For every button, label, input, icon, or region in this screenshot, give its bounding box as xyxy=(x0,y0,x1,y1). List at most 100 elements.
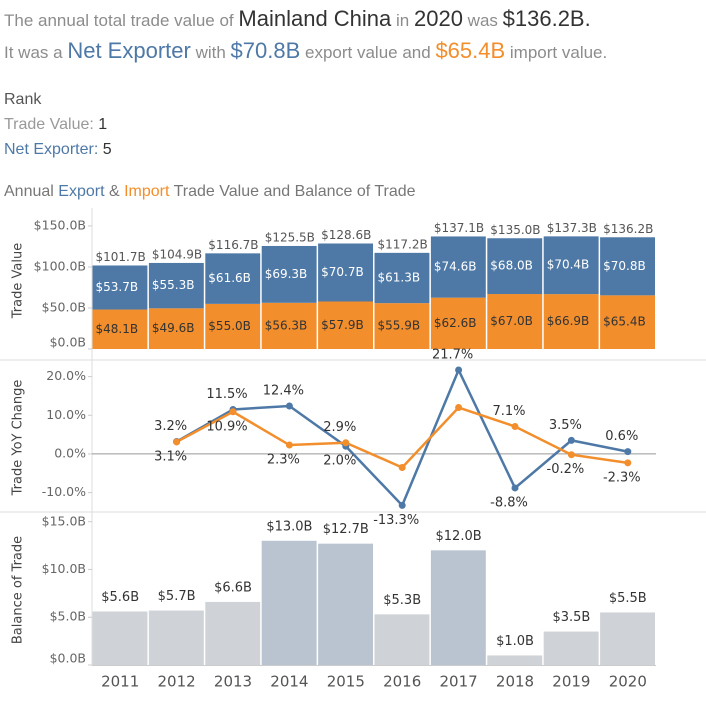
x-tick-label: 2020 xyxy=(609,673,647,691)
x-tick-label: 2017 xyxy=(440,673,478,691)
y-tick-label: $150.0B xyxy=(34,217,86,232)
bar-segment xyxy=(205,303,261,349)
total-label: $125.5B xyxy=(265,230,315,244)
value-label: $3.5B xyxy=(552,610,590,625)
text: Annual xyxy=(4,183,54,200)
bar-segment xyxy=(600,237,655,296)
point xyxy=(511,422,519,430)
text: The annual total trade value of xyxy=(4,11,234,30)
value-label: $56.3B xyxy=(265,318,308,332)
point xyxy=(229,408,237,416)
text: in xyxy=(396,11,410,30)
y-tick-label: $100.0B xyxy=(34,258,86,273)
legend-export: Export xyxy=(58,183,105,200)
total-label: $135.0B xyxy=(490,223,540,237)
value-label: $49.6B xyxy=(152,321,195,335)
bar-segment xyxy=(487,238,543,295)
bar-segment xyxy=(205,253,261,304)
legend-import: Import xyxy=(124,183,170,200)
bar xyxy=(92,611,148,665)
y-tick-label: $15.0B xyxy=(42,514,86,529)
value-label: $67.0B xyxy=(490,314,533,328)
value-label: $69.3B xyxy=(265,267,308,281)
x-tick-label: 2013 xyxy=(214,673,252,691)
bar-segment xyxy=(430,236,486,298)
value-label: $70.4B xyxy=(547,258,590,272)
bar xyxy=(487,655,543,665)
rank-label: Net Exporter: xyxy=(4,141,99,158)
bar-segment xyxy=(487,294,543,349)
value-label: $5.6B xyxy=(101,590,139,605)
x-tick-label: 2016 xyxy=(383,673,421,691)
rank-title: Rank xyxy=(4,91,42,108)
total-label: $117.2B xyxy=(378,237,428,251)
status: Net Exporter xyxy=(67,38,191,63)
value-label: $6.6B xyxy=(214,580,252,595)
point xyxy=(342,439,350,447)
value-label: $66.9B xyxy=(547,314,590,328)
rank-label: Trade Value: xyxy=(4,116,94,133)
point xyxy=(173,438,181,446)
value-label: $12.7B xyxy=(323,522,369,537)
value-label: $5.3B xyxy=(383,593,421,608)
rank-value: 1 xyxy=(98,116,108,133)
text: was xyxy=(467,11,498,30)
value-label: 0.6% xyxy=(605,429,638,444)
value-label: 7.1% xyxy=(492,404,525,419)
rank-value: 5 xyxy=(102,141,112,158)
value-label: $57.9B xyxy=(321,318,364,332)
bar-segment xyxy=(318,243,373,302)
bar-segment xyxy=(600,295,655,349)
y-tick-label: $0.0B xyxy=(50,335,86,350)
value-label: $62.6B xyxy=(434,316,477,330)
value-label: $12.0B xyxy=(436,529,482,544)
bar-segment xyxy=(543,236,599,295)
total-label: $137.1B xyxy=(434,221,484,235)
axis-title: Trade Value xyxy=(11,243,26,319)
bar xyxy=(430,550,486,665)
value-label: $55.3B xyxy=(152,278,195,292)
bar-segment xyxy=(261,302,317,349)
bar xyxy=(543,631,599,665)
value-label: 2.0% xyxy=(323,454,356,469)
axis-title: Balance of Trade xyxy=(11,536,26,644)
value-label: $61.3B xyxy=(378,270,421,284)
region: Mainland China xyxy=(238,6,392,31)
value-label: $1.0B xyxy=(496,634,534,649)
point xyxy=(567,451,575,459)
bar xyxy=(374,614,430,665)
value-label: $55.9B xyxy=(378,319,421,333)
y-tick-label: 10.0% xyxy=(46,407,86,422)
value-label: -8.8% xyxy=(490,495,528,510)
value-label: 11.5% xyxy=(206,387,247,402)
headline: The annual total trade value of Mainland… xyxy=(4,6,591,32)
point xyxy=(455,404,463,412)
point xyxy=(398,501,406,509)
bar-segment xyxy=(92,265,148,310)
text: Trade Value and Balance of Trade xyxy=(173,183,416,200)
text: It was a xyxy=(4,43,63,62)
value-label: 2.9% xyxy=(323,420,356,435)
value-label: 3.2% xyxy=(154,419,187,434)
value-label: $68.0B xyxy=(490,259,533,273)
value-label: 21.7% xyxy=(432,348,473,363)
y-tick-label: -10.0% xyxy=(42,484,86,499)
value-label: $70.7B xyxy=(321,265,364,279)
bar-segment xyxy=(318,301,373,349)
bar-segment xyxy=(543,294,599,349)
axis-title: Trade YoY Change xyxy=(11,380,26,497)
rank-item: Trade Value: 1 xyxy=(4,116,107,134)
y-tick-label: 0.0% xyxy=(54,445,86,460)
x-tick-label: 2011 xyxy=(101,673,139,691)
bar-segment xyxy=(92,309,148,349)
bar xyxy=(318,543,373,665)
text: import value. xyxy=(509,43,608,62)
total-value: $136.2B. xyxy=(502,6,591,31)
x-tick-label: 2014 xyxy=(270,673,308,691)
value-label: -2.3% xyxy=(603,470,641,485)
y-tick-label: 20.0% xyxy=(46,368,86,383)
value-label: $65.4B xyxy=(603,315,646,329)
point xyxy=(455,366,463,374)
total-label: $101.7B xyxy=(96,250,146,264)
